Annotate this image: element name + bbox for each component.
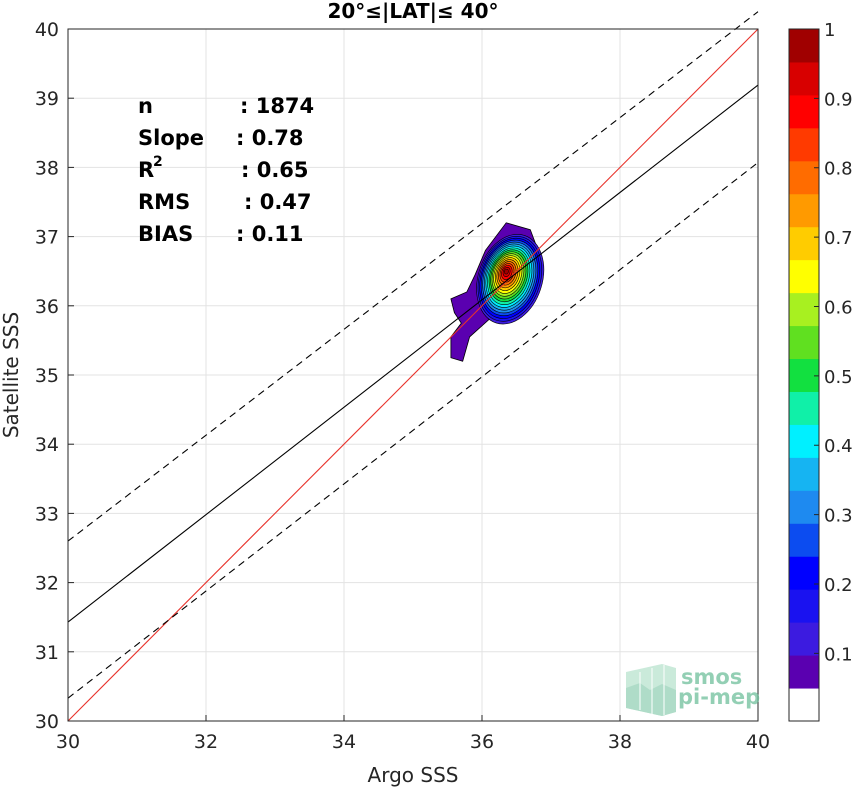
logo-emblem-icon: [626, 664, 676, 716]
colorbar-segment-11: [789, 325, 819, 360]
statistics-box: n : 1874 Slope : 0.78 R2 : 0.65 RMS : 0.47 BIAS:…: [138, 94, 314, 246]
x-tick-label-1: 32: [194, 731, 218, 753]
colorbar-segment-0: [789, 688, 819, 722]
line-one-to-one: [67, 28, 759, 722]
colorbar-tick-label-7: 0.8: [824, 159, 853, 180]
colorbar-frame: [788, 28, 820, 722]
colorbar-segment-13: [789, 259, 819, 294]
colorbar: [789, 29, 819, 722]
colorbar-segment-15: [789, 193, 819, 228]
line-lower-bound: [67, 162, 759, 699]
contour-level-20: [504, 268, 509, 275]
colorbar-segment-5: [789, 523, 819, 557]
colorbar-tick-label-0: 0.1: [824, 644, 853, 665]
stat-value-2: : 0.65: [241, 158, 309, 182]
colorbar-segment-12: [789, 292, 819, 327]
stat-label-2: R: [138, 158, 154, 182]
y-tick-label-8: 38: [35, 157, 59, 179]
y-tick-label-1: 31: [35, 642, 59, 664]
stat-label-4: BIAS: [138, 222, 193, 246]
colorbar-tick-label-1: 0.2: [824, 575, 853, 596]
colorbar-segment-16: [789, 160, 819, 195]
colorbar-ticks: 0.1 0.2 0.3 0.4 0.5 0.6 0.7 0.8 0.9 1: [814, 20, 853, 665]
y-axis-ticks: 30 31 32 33 34 35 36 37 38 39 40: [35, 19, 74, 733]
colorbar-segment-17: [789, 127, 819, 162]
colorbar-tick-label-4: 0.5: [824, 367, 853, 388]
colorbar-tick-label-6: 0.7: [824, 228, 853, 249]
colorbar-segment-3: [789, 589, 819, 623]
colorbar-tick-label-3: 0.4: [824, 436, 853, 457]
smos-pimep-logo: smos pi-mep: [626, 664, 760, 716]
y-tick-label-3: 33: [35, 503, 59, 525]
y-tick-label-10: 40: [35, 19, 59, 41]
colorbar-segment-18: [789, 94, 819, 129]
colorbar-segment-4: [789, 556, 819, 590]
logo-text-line2: pi-mep: [678, 685, 760, 709]
stat-value-4: : 0.11: [236, 222, 304, 246]
y-tick-label-0: 30: [35, 711, 59, 733]
x-tick-label-0: 30: [56, 731, 80, 753]
stat-value-3: : 0.47: [244, 190, 312, 214]
colorbar-segment-1: [789, 655, 819, 689]
y-axis-label: Satellite SSS: [0, 312, 23, 438]
colorbar-segment-8: [789, 424, 819, 458]
stat-label-3: RMS: [138, 190, 190, 214]
stat-superscript-2: 2: [153, 154, 163, 170]
colorbar-segment-14: [789, 226, 819, 261]
colorbar-segment-10: [789, 358, 819, 392]
y-tick-label-2: 32: [35, 573, 59, 595]
y-tick-label-9: 39: [35, 88, 59, 110]
y-tick-label-7: 37: [35, 227, 59, 249]
colorbar-tick-label-2: 0.3: [824, 506, 853, 527]
y-tick-label-4: 34: [35, 434, 59, 456]
line-regression: [67, 84, 759, 623]
stat-label-0: n: [138, 94, 153, 118]
logo-text-line1: smos: [681, 665, 742, 689]
stat-value-1: : 0.78: [236, 126, 304, 150]
colorbar-tick-label-5: 0.6: [824, 297, 853, 318]
chart-title: 20°≤|LAT|≤ 40°: [327, 0, 498, 23]
y-tick-label-6: 36: [35, 296, 59, 318]
x-axis-label: Argo SSS: [368, 763, 459, 787]
colorbar-tick-label-8: 0.9: [824, 89, 853, 110]
x-tick-label-5: 40: [746, 731, 770, 753]
reference-lines: [67, 11, 759, 722]
colorbar-segment-20: [789, 29, 819, 63]
x-tick-label-2: 34: [332, 731, 356, 753]
colorbar-segment-19: [789, 61, 819, 96]
y-tick-label-5: 35: [35, 365, 59, 387]
x-axis-ticks: 30 32 34 36 38 40: [56, 715, 770, 753]
colorbar-tick-label-9: 1: [824, 20, 835, 41]
colorbar-segment-9: [789, 391, 819, 425]
grid: [67, 28, 759, 722]
line-upper-bound: [67, 11, 759, 542]
colorbar-segment-2: [789, 622, 819, 656]
x-tick-label-3: 36: [470, 731, 494, 753]
x-tick-label-4: 38: [608, 731, 632, 753]
colorbar-segment-6: [789, 490, 819, 524]
stat-label-1: Slope: [138, 126, 204, 150]
stat-value-0: : 1874: [240, 94, 314, 118]
colorbar-segment-7: [789, 457, 819, 491]
